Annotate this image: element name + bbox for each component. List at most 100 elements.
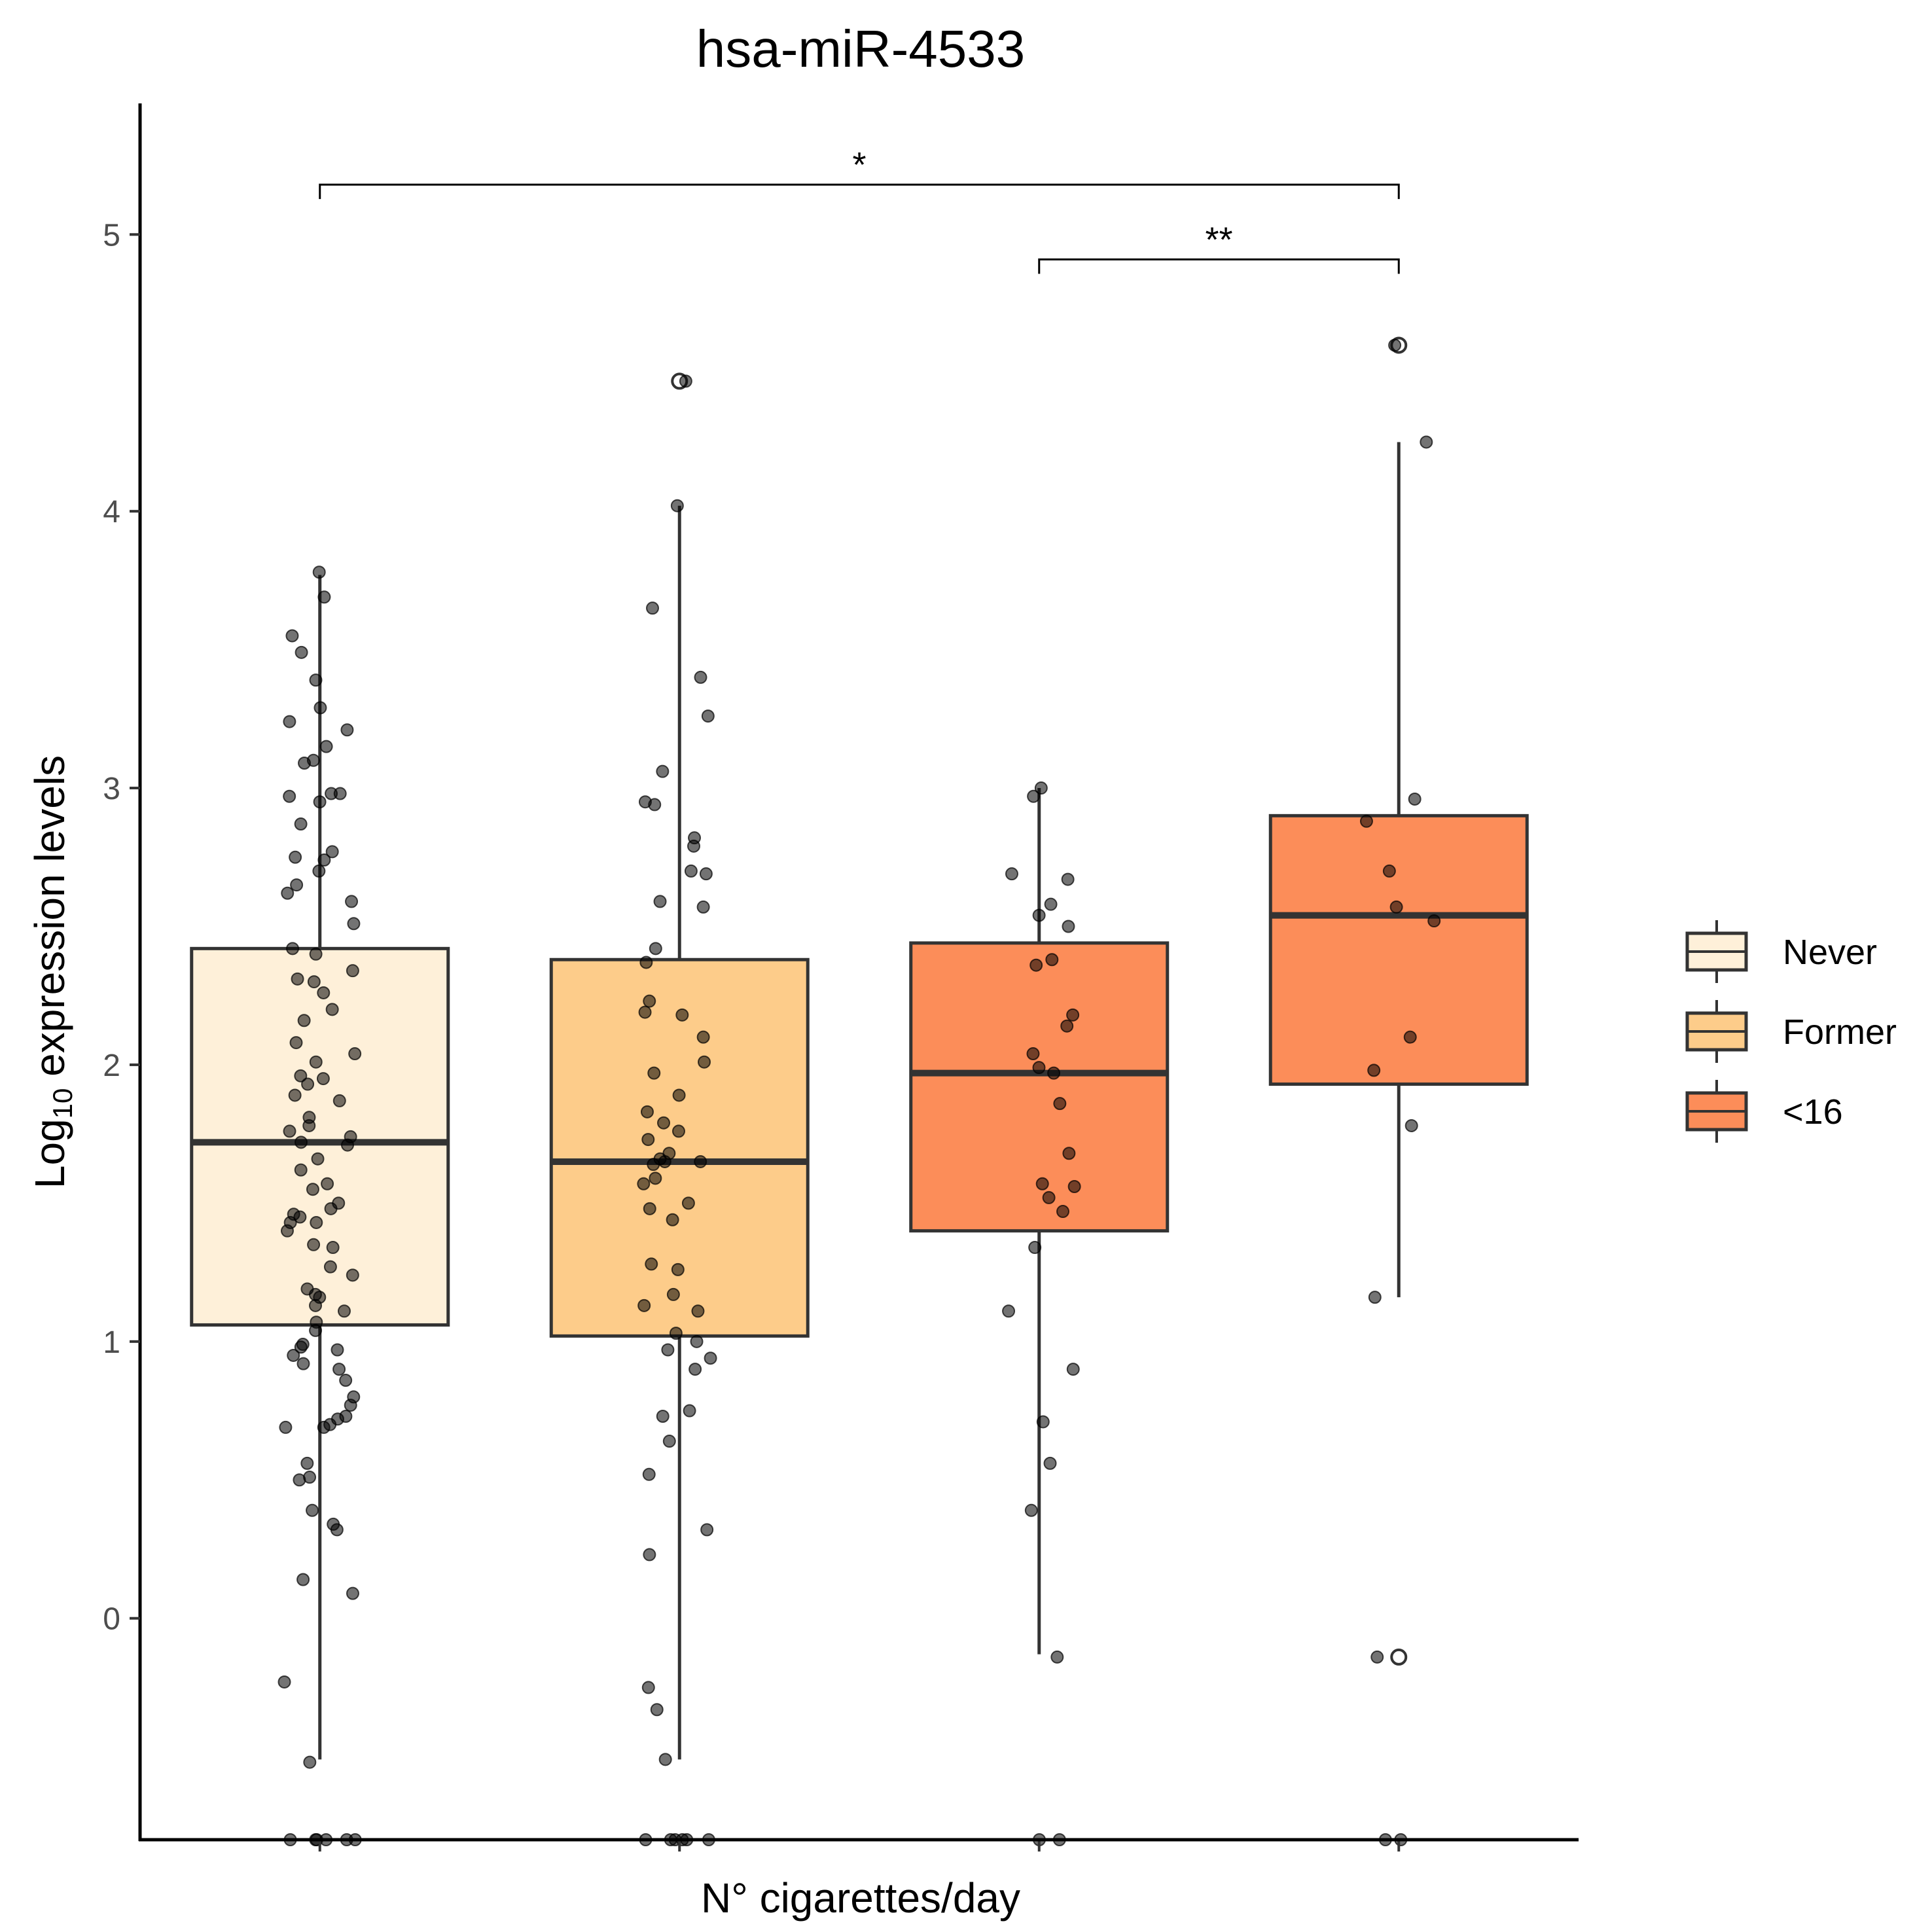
data-point <box>647 1158 660 1172</box>
data-point <box>297 1014 311 1028</box>
data-point <box>306 1503 319 1517</box>
data-point <box>293 1473 306 1487</box>
data-point <box>317 1420 331 1434</box>
data-point <box>643 994 656 1008</box>
y-axis-title-main: Log <box>26 1118 73 1189</box>
data-point <box>658 1753 672 1766</box>
data-point <box>332 1363 346 1376</box>
data-point <box>1367 1064 1381 1077</box>
data-point <box>637 1177 651 1190</box>
data-point <box>317 590 331 604</box>
data-point <box>642 1467 656 1481</box>
legend-label: Former <box>1783 1012 1897 1052</box>
y-tick-label: 4 <box>103 495 120 529</box>
data-point <box>645 1257 658 1271</box>
data-point <box>288 1088 302 1102</box>
data-point <box>295 645 308 659</box>
points-layer <box>277 338 1441 1846</box>
data-point <box>637 1298 651 1312</box>
data-point <box>325 787 338 800</box>
data-point <box>294 1069 308 1082</box>
data-point <box>332 1094 346 1107</box>
legend-label: <16 <box>1783 1092 1843 1132</box>
data-point <box>1404 1118 1418 1132</box>
data-point <box>649 1172 662 1185</box>
data-point <box>683 1404 696 1418</box>
data-point <box>653 895 667 908</box>
data-point <box>287 1348 300 1362</box>
data-point <box>638 1005 652 1019</box>
data-point <box>293 1210 307 1224</box>
data-point <box>1026 1047 1040 1061</box>
data-point <box>1029 958 1043 972</box>
data-point <box>1062 920 1075 933</box>
data-point <box>1047 1066 1061 1080</box>
data-point <box>347 917 361 931</box>
data-point <box>289 850 302 864</box>
data-point <box>309 673 323 687</box>
data-point <box>346 964 359 978</box>
data-point <box>1066 1008 1080 1022</box>
data-point <box>339 1374 353 1387</box>
data-point <box>309 947 323 961</box>
data-point <box>661 1343 675 1357</box>
data-point <box>684 864 698 878</box>
data-point <box>640 1105 654 1118</box>
box-iqr <box>1268 814 1529 1086</box>
data-point <box>641 1681 655 1694</box>
data-point <box>346 1586 359 1600</box>
boxes-layer <box>190 336 1529 1760</box>
data-point <box>316 1072 330 1086</box>
data-point <box>1042 1190 1056 1204</box>
data-point <box>1368 1291 1382 1304</box>
data-point <box>325 845 339 859</box>
data-point <box>1053 1097 1067 1111</box>
data-point <box>323 1260 337 1274</box>
data-point <box>1032 908 1046 922</box>
data-point <box>1002 1304 1016 1318</box>
data-point <box>647 1066 661 1080</box>
data-point <box>646 601 660 615</box>
legend: Never Former <16 <box>1685 920 1897 1143</box>
data-point <box>312 565 326 579</box>
data-point <box>321 1177 334 1190</box>
data-point <box>671 1124 685 1138</box>
data-point <box>324 1202 338 1215</box>
data-point <box>296 1573 310 1586</box>
data-point <box>1027 789 1041 803</box>
data-point <box>1403 1030 1417 1044</box>
legend-label: Never <box>1783 933 1877 972</box>
data-point <box>681 1196 695 1210</box>
data-point <box>1066 1363 1080 1376</box>
box-iqr <box>190 946 450 1327</box>
data-point <box>280 1224 294 1238</box>
data-point <box>1036 1415 1050 1429</box>
significance-layer: *** <box>319 145 1400 274</box>
data-point <box>306 1183 319 1196</box>
data-point <box>698 1055 711 1069</box>
data-point <box>1420 435 1433 449</box>
data-point <box>1427 914 1441 928</box>
axes-layer: 0 1 2 3 4 5 <box>103 103 1579 1851</box>
data-point <box>1056 1205 1069 1219</box>
data-point <box>694 670 707 684</box>
data-point <box>675 1008 689 1022</box>
data-point <box>1388 338 1402 352</box>
data-point <box>283 789 296 803</box>
data-point <box>658 1154 671 1168</box>
data-point <box>317 853 331 867</box>
data-point <box>1359 814 1373 828</box>
data-point <box>671 1262 685 1276</box>
data-point <box>319 740 333 753</box>
data-point <box>649 942 662 956</box>
data-point <box>291 972 304 986</box>
significance-bracket <box>319 183 1400 200</box>
x-axis-title: N° cigarettes/day <box>701 1874 1020 1922</box>
data-point <box>285 629 299 643</box>
data-point <box>317 986 331 999</box>
data-point <box>641 1133 655 1147</box>
y-tick-label: 5 <box>103 218 120 253</box>
data-point <box>662 1435 676 1448</box>
data-point <box>331 1343 344 1357</box>
